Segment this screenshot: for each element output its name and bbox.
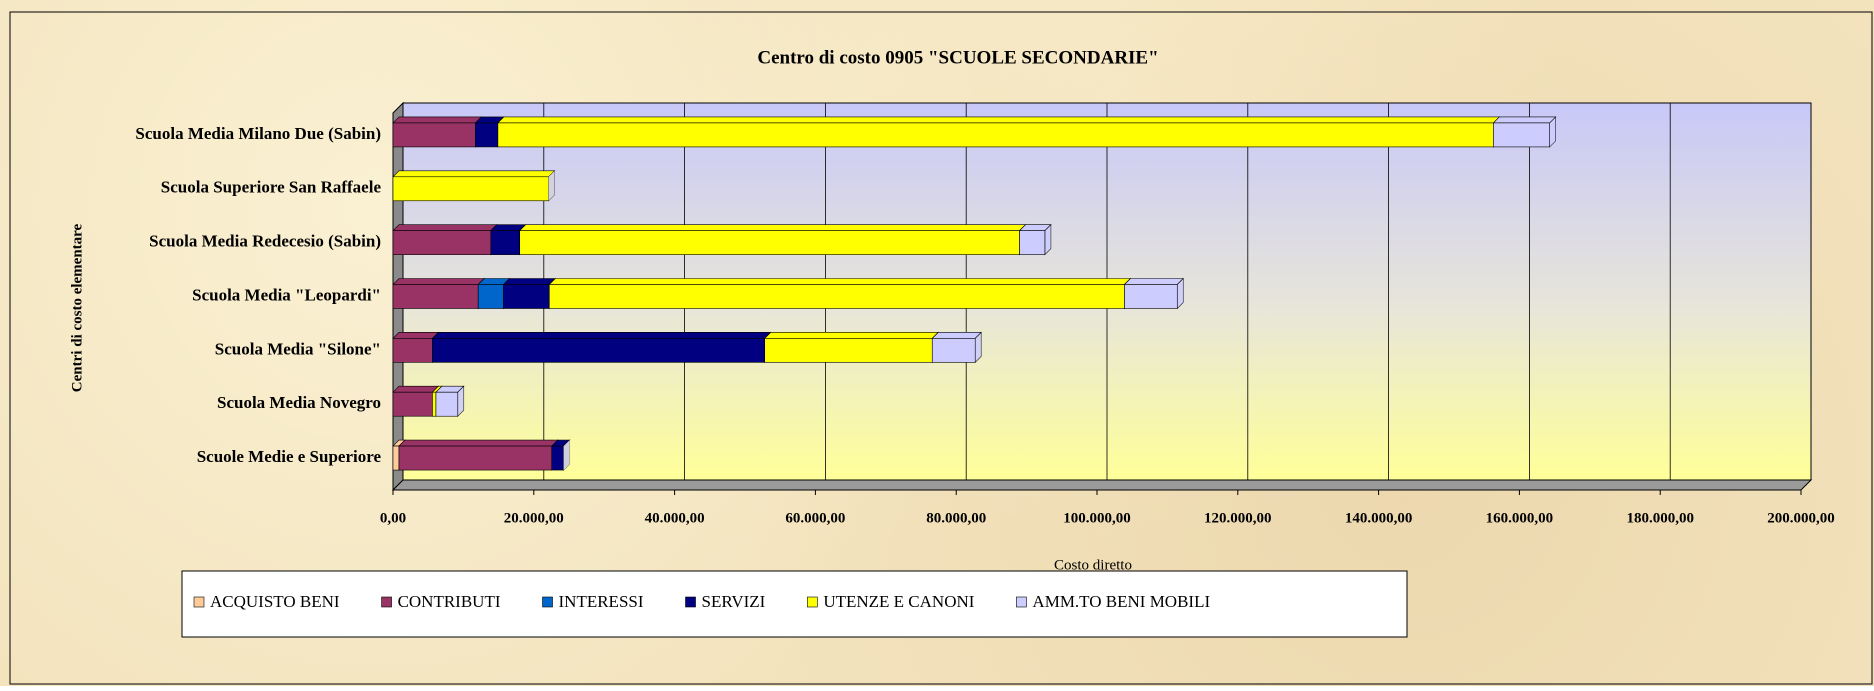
bar	[548, 284, 1125, 309]
bar	[392, 445, 400, 471]
bar-top	[497, 116, 1501, 124]
x-tick-label: 120.000,00	[1204, 510, 1272, 526]
y-tick-label: Scuola Media Redecesio (Sabin)	[149, 232, 381, 251]
y-tick-label: Scuola Media "Silone"	[215, 339, 381, 358]
bar	[392, 284, 479, 309]
legend-label: CONTRIBUTI	[398, 592, 501, 611]
x-axis-title: Costo diretto	[1054, 557, 1132, 573]
bar	[392, 176, 549, 202]
bar-side	[548, 170, 555, 201]
x-tick-label: 160.000,00	[1486, 510, 1554, 526]
bar	[392, 338, 433, 363]
y-tick-label: Scuole Medie e Superiore	[197, 447, 382, 466]
bar-side	[563, 440, 570, 471]
bar-top	[392, 116, 483, 124]
legend-label: INTERESSI	[559, 592, 644, 611]
bar	[931, 338, 976, 363]
bar	[392, 391, 433, 417]
x-tick-label: 40.000,00	[645, 510, 705, 526]
legend-swatch	[381, 596, 392, 608]
legend-label: SERVIZI	[702, 592, 766, 611]
y-tick-label: Scuola Media "Leopardi"	[192, 285, 381, 304]
bar	[1124, 284, 1178, 309]
frame	[9, 11, 1873, 685]
legend-label: AMM.TO BENI MOBILI	[1032, 592, 1210, 611]
bar	[519, 230, 1020, 255]
bar-top	[392, 224, 498, 231]
legend-swatch	[1016, 596, 1027, 608]
bar	[432, 338, 766, 363]
plot-area: 0,00 20.000,00 40.000,00 60.000,00 80.000,00…	[135, 101, 1835, 526]
bar	[398, 445, 553, 471]
legend-swatch	[685, 596, 696, 608]
floor	[391, 479, 1813, 491]
x-tick-label: 100.000,00	[1063, 510, 1131, 526]
y-axis-title: Centri di costo elementare	[69, 223, 85, 392]
legend-label: ACQUISTO BENI	[210, 592, 340, 611]
x-tick-label: 80.000,00	[926, 510, 986, 526]
bar	[475, 122, 499, 148]
bar	[490, 230, 521, 255]
bar-top	[431, 332, 772, 339]
legend-label: UTENZE E CANONI	[823, 592, 974, 611]
x-tick-label: 180.000,00	[1626, 510, 1694, 526]
bar-top	[392, 278, 485, 285]
legend-swatch	[193, 596, 205, 608]
bar	[477, 284, 504, 309]
bar	[1019, 230, 1046, 255]
y-tick-label: Scuola Superiore San Raffaele	[161, 178, 382, 197]
bar-top	[392, 332, 440, 339]
bar	[432, 391, 437, 417]
x-tick-label: 20.000,00	[504, 510, 564, 526]
bar-top	[1123, 278, 1184, 285]
bar-top	[392, 385, 440, 393]
bar-top	[931, 332, 982, 339]
bar-top	[1492, 116, 1557, 124]
legend-swatch	[542, 596, 553, 608]
x-tick-label: 140.000,00	[1345, 510, 1413, 526]
bar-top	[763, 332, 939, 339]
legend: ACQUISTO BENI CONTRIBUTI INTERESSI SERVIZI U…	[193, 592, 1210, 611]
x-tick-label: 0,00	[380, 510, 406, 526]
y-tick-label: Scuola Media Novegro	[217, 393, 381, 412]
bar-top	[518, 224, 1027, 231]
bar	[1493, 122, 1550, 148]
bar	[497, 122, 1494, 148]
y-tick-label: Scuola Media Milano Due (Sabin)	[135, 124, 381, 143]
bar	[764, 338, 933, 363]
legend-box	[181, 570, 1408, 638]
legend-swatch	[807, 596, 818, 608]
bar	[503, 284, 550, 309]
bar-top	[548, 278, 1132, 285]
bar-top	[502, 278, 557, 285]
bar	[435, 391, 459, 417]
bar-top	[392, 170, 556, 178]
x-tick-label: 200.000,00	[1767, 510, 1835, 526]
bar	[392, 230, 492, 255]
bar-top	[398, 439, 559, 447]
chart-title: Centro di costo 0905 "SCUOLE SECONDARIE"	[757, 47, 1158, 68]
bar	[392, 122, 476, 148]
x-tick-label: 60.000,00	[785, 510, 845, 526]
bar	[551, 445, 565, 471]
